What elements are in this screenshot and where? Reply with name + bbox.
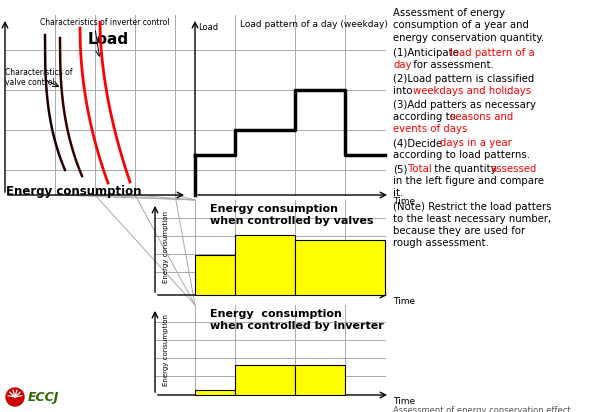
Text: (2)Load pattern is classified: (2)Load pattern is classified xyxy=(393,74,534,84)
Text: rough assessment.: rough assessment. xyxy=(393,238,489,248)
Text: to the least necessary number,: to the least necessary number, xyxy=(393,214,551,224)
Text: because they are used for: because they are used for xyxy=(393,226,525,236)
Text: in the left figure and compare: in the left figure and compare xyxy=(393,176,544,186)
Text: .: . xyxy=(506,86,509,96)
Text: Load: Load xyxy=(88,32,128,47)
Text: Time: Time xyxy=(393,397,415,406)
Text: Characteristics of
valve control: Characteristics of valve control xyxy=(5,68,73,87)
Text: Total: Total xyxy=(408,164,432,174)
Text: events of days: events of days xyxy=(393,124,467,134)
Text: it.: it. xyxy=(393,188,403,198)
Text: seasons and: seasons and xyxy=(450,112,513,122)
Text: Energy  consumption
when controlled by inverter: Energy consumption when controlled by in… xyxy=(210,309,384,330)
Circle shape xyxy=(6,388,24,406)
Text: Load: Load xyxy=(198,23,218,32)
Text: the quantity: the quantity xyxy=(431,164,500,174)
Text: (4)Decide: (4)Decide xyxy=(393,138,445,148)
Bar xyxy=(195,390,235,395)
Text: .: . xyxy=(463,124,466,134)
Text: assessed: assessed xyxy=(490,164,536,174)
Text: days in a year: days in a year xyxy=(440,138,512,148)
Bar xyxy=(235,365,295,395)
Bar xyxy=(295,240,385,295)
Text: into: into xyxy=(393,86,416,96)
Text: (3)Add patters as necessary: (3)Add patters as necessary xyxy=(393,100,536,110)
Text: Load pattern of a day (weekday): Load pattern of a day (weekday) xyxy=(240,20,388,29)
Bar xyxy=(295,365,345,395)
Text: (1)Anticipate: (1)Anticipate xyxy=(393,48,462,58)
Text: Energy consumption: Energy consumption xyxy=(163,211,169,283)
Bar xyxy=(235,235,295,295)
Text: load pattern of a: load pattern of a xyxy=(450,48,535,58)
Text: according to: according to xyxy=(393,112,459,122)
Text: Characteristics of inverter control: Characteristics of inverter control xyxy=(40,18,170,27)
Text: Energy consumption: Energy consumption xyxy=(163,314,169,386)
Text: Energy consumption
when controlled by valves: Energy consumption when controlled by va… xyxy=(210,204,373,226)
Text: according to load patterns.: according to load patterns. xyxy=(393,150,530,160)
Text: (Note) Restrict the load patters: (Note) Restrict the load patters xyxy=(393,202,551,212)
Text: weekdays and holidays: weekdays and holidays xyxy=(413,86,531,96)
Text: Assessment of energy conservation effect: Assessment of energy conservation effect xyxy=(393,406,571,412)
Text: for assessment.: for assessment. xyxy=(410,60,494,70)
Bar xyxy=(195,255,235,295)
Text: (5): (5) xyxy=(393,164,407,174)
Text: Assessment of energy
consumption of a year and
energy conservation quantity.: Assessment of energy consumption of a ye… xyxy=(393,8,544,43)
Text: Energy consumption: Energy consumption xyxy=(6,185,142,198)
Text: Time: Time xyxy=(393,197,415,206)
Text: Time: Time xyxy=(393,297,415,306)
Text: ECCJ: ECCJ xyxy=(28,391,59,403)
Text: day: day xyxy=(393,60,412,70)
